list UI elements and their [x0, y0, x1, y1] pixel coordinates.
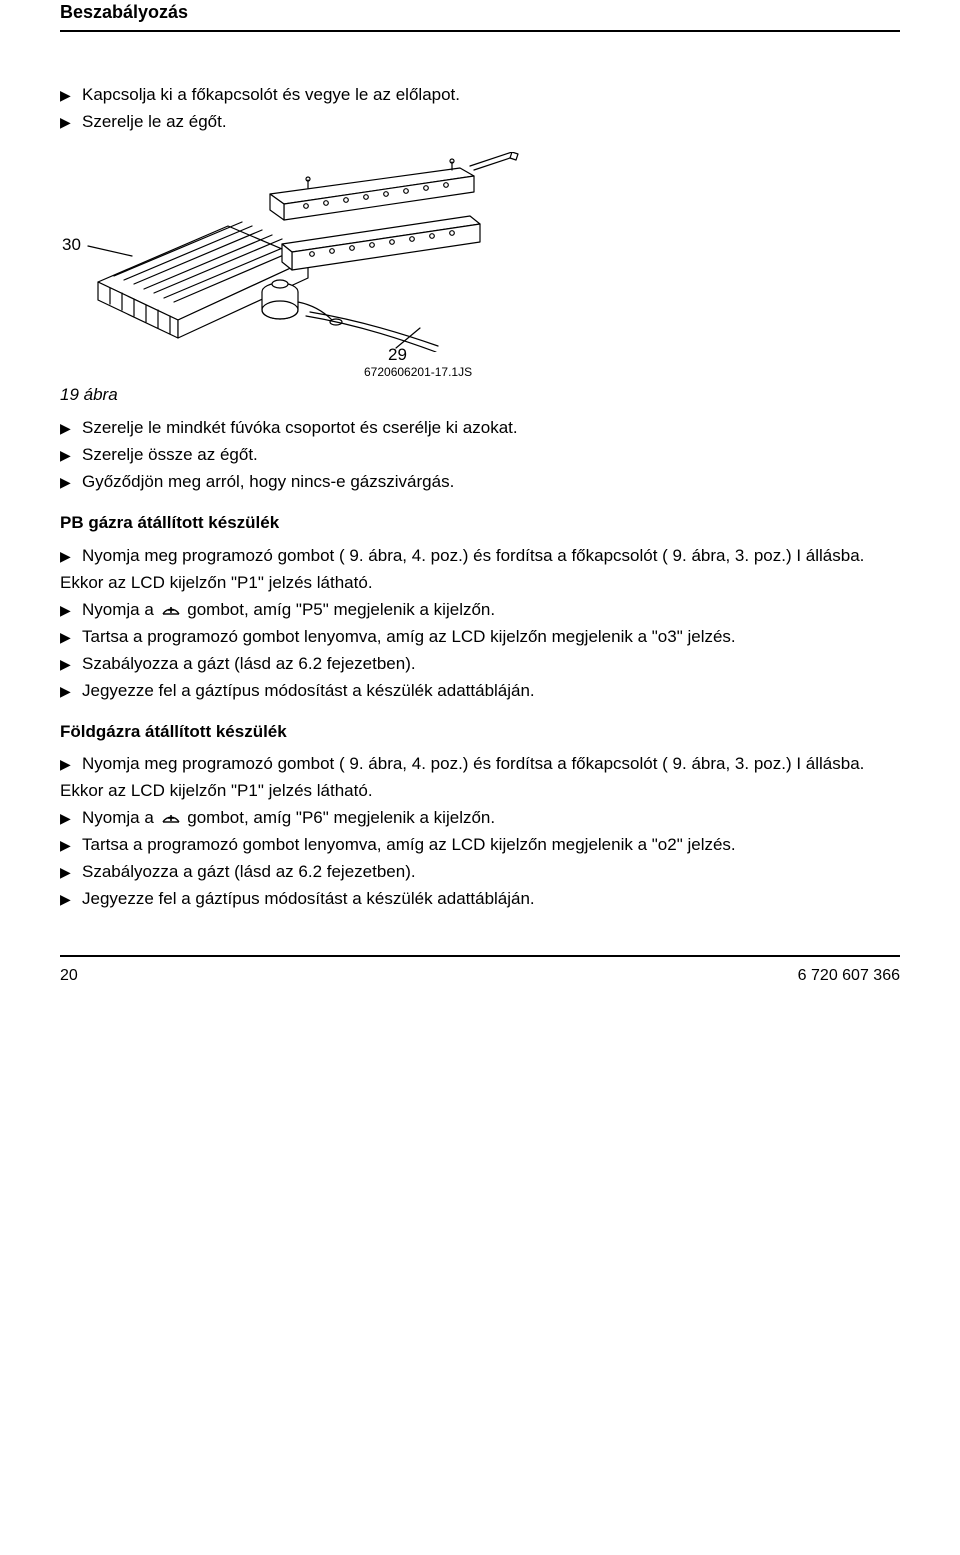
- intro-bullet-list: ▶ Kapcsolja ki a főkapcsolót és vegye le…: [60, 84, 900, 134]
- bullet-icon: ▶: [60, 653, 82, 674]
- fg-heading: Földgázra átállított készülék: [60, 721, 900, 744]
- bullet-icon: ▶: [60, 444, 82, 465]
- text-post: gombot, amíg "P6" megjelenik a kijelzőn.: [187, 808, 495, 827]
- bullet-text: Szerelje le az égőt.: [82, 111, 900, 134]
- list-item: ▶ Szerelje le az égőt.: [60, 111, 900, 134]
- up-button-icon: [161, 599, 181, 622]
- list-item: ▶ Szerelje le mindkét fúvóka csoportot é…: [60, 417, 900, 440]
- bullet-text: Kapcsolja ki a főkapcsolót és vegye le a…: [82, 84, 900, 107]
- figure-caption: 19 ábra: [60, 384, 900, 407]
- bullet-icon: ▶: [60, 111, 82, 132]
- list-item: ▶ Nyomja a gombot, amíg "P5" megjelenik …: [60, 599, 900, 622]
- text-post: gombot, amíg "P5" megjelenik a kijelzőn.: [187, 600, 495, 619]
- bullet-text: Jegyezze fel a gáztípus módosítást a kés…: [82, 680, 900, 703]
- post-figure-bullet-list: ▶ Szerelje le mindkét fúvóka csoportot é…: [60, 417, 900, 494]
- list-item: ▶ Győződjön meg arról, hogy nincs-e gázs…: [60, 471, 900, 494]
- bullet-icon: ▶: [60, 84, 82, 105]
- bullet-text: Szabályozza a gázt (lásd az 6.2 fejezetb…: [82, 861, 900, 884]
- bullet-icon: ▶: [60, 599, 82, 620]
- page-footer: 20 6 720 607 366: [60, 955, 900, 987]
- figure-code: 6720606201-17.1JS: [364, 364, 472, 380]
- bullet-icon: ▶: [60, 545, 82, 566]
- bullet-text: Nyomja a gombot, amíg "P6" megjelenik a …: [82, 807, 900, 830]
- list-item: ▶ Nyomja meg programozó gombot ( 9. ábra…: [60, 545, 900, 568]
- list-item: ▶ Szabályozza a gázt (lásd az 6.2 fejeze…: [60, 653, 900, 676]
- page-number: 20: [60, 965, 78, 987]
- up-button-icon: [161, 807, 181, 830]
- figure-19: 30 29 6720606201-17.1JS 19 ábra: [60, 152, 900, 407]
- bullet-text: Tartsa a programozó gombot lenyomva, amí…: [82, 626, 900, 649]
- bullet-icon: ▶: [60, 807, 82, 828]
- list-item: ▶ Jegyezze fel a gáztípus módosítást a k…: [60, 680, 900, 703]
- bullet-icon: ▶: [60, 753, 82, 774]
- list-item: ▶ Tartsa a programozó gombot lenyomva, a…: [60, 834, 900, 857]
- bullet-icon: ▶: [60, 888, 82, 909]
- fg-info-line: Ekkor az LCD kijelzőn "P1" jelzés láthat…: [60, 780, 900, 803]
- doc-number: 6 720 607 366: [798, 965, 900, 987]
- text-pre: Nyomja a: [82, 600, 159, 619]
- bullet-text: Nyomja a gombot, amíg "P5" megjelenik a …: [82, 599, 900, 622]
- list-item: ▶ Tartsa a programozó gombot lenyomva, a…: [60, 626, 900, 649]
- list-item: ▶ Nyomja meg programozó gombot ( 9. ábra…: [60, 753, 900, 776]
- figure-container: 30 29 6720606201-17.1JS: [60, 152, 530, 382]
- bullet-icon: ▶: [60, 680, 82, 701]
- list-item: ▶ Nyomja a gombot, amíg "P6" megjelenik …: [60, 807, 900, 830]
- list-item: ▶ Szerelje össze az égőt.: [60, 444, 900, 467]
- bullet-text: Nyomja meg programozó gombot ( 9. ábra, …: [82, 753, 900, 776]
- bullet-text: Szerelje le mindkét fúvóka csoportot és …: [82, 417, 900, 440]
- list-item: ▶ Szabályozza a gázt (lásd az 6.2 fejeze…: [60, 861, 900, 884]
- bullet-text: Szerelje össze az égőt.: [82, 444, 900, 467]
- bullet-text: Győződjön meg arról, hogy nincs-e gázszi…: [82, 471, 900, 494]
- text-pre: Nyomja a: [82, 808, 159, 827]
- bullet-icon: ▶: [60, 471, 82, 492]
- figure-callout-30: 30: [62, 234, 81, 257]
- bullet-text: Szabályozza a gázt (lásd az 6.2 fejezetb…: [82, 653, 900, 676]
- pb-heading: PB gázra átállított készülék: [60, 512, 900, 535]
- bullet-icon: ▶: [60, 417, 82, 438]
- bullet-icon: ▶: [60, 626, 82, 647]
- section-header: Beszabályozás: [60, 0, 900, 32]
- bullet-icon: ▶: [60, 861, 82, 882]
- bullet-icon: ▶: [60, 834, 82, 855]
- list-item: ▶ Jegyezze fel a gáztípus módosítást a k…: [60, 888, 900, 911]
- pb-info-line: Ekkor az LCD kijelzőn "P1" jelzés láthat…: [60, 572, 900, 595]
- bullet-text: Jegyezze fel a gáztípus módosítást a kés…: [82, 888, 900, 911]
- bullet-text: Nyomja meg programozó gombot ( 9. ábra, …: [82, 545, 900, 568]
- bullet-text: Tartsa a programozó gombot lenyomva, amí…: [82, 834, 900, 857]
- burner-assembly-diagram: [60, 152, 530, 352]
- list-item: ▶ Kapcsolja ki a főkapcsolót és vegye le…: [60, 84, 900, 107]
